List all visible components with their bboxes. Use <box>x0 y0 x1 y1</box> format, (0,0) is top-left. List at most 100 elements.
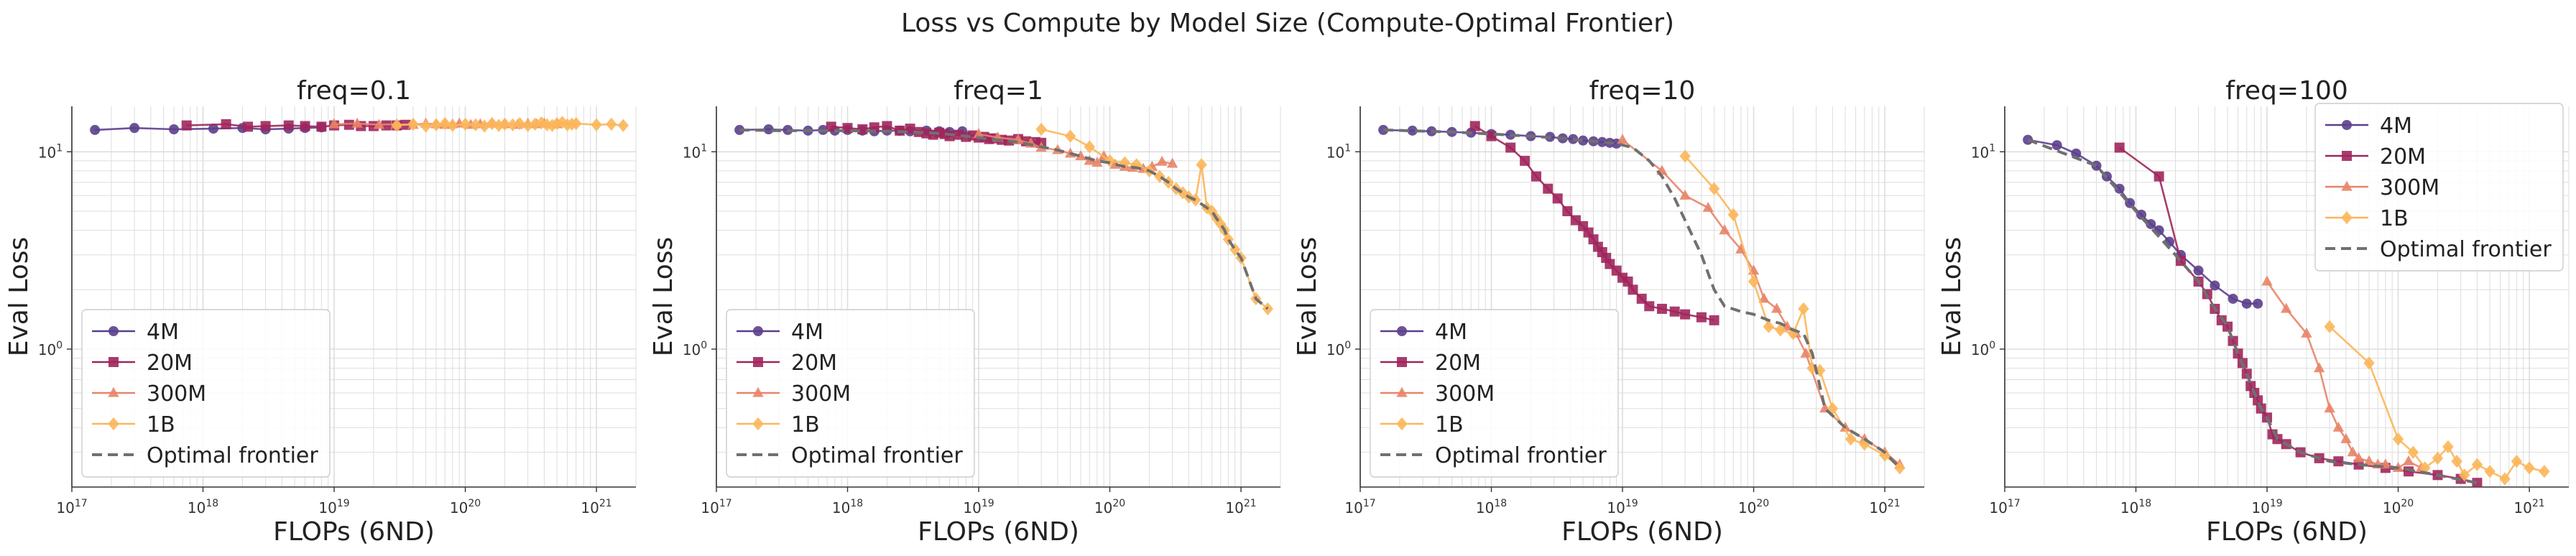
data-point <box>2332 421 2345 432</box>
data-point <box>2114 142 2125 153</box>
data-point <box>221 119 231 129</box>
legend-item-20m: 20M <box>737 351 837 376</box>
data-point <box>1748 274 1760 289</box>
x-tick-label: 1019 <box>2251 498 2282 516</box>
x-tick-label: 1017 <box>1344 498 1375 516</box>
x-axis-label: FLOPs (6ND) <box>918 517 1079 547</box>
legend-marker <box>1396 417 1408 431</box>
data-point <box>546 119 558 132</box>
legend-item-1b: 1B <box>737 412 820 437</box>
data-point <box>2324 402 2335 413</box>
optimal-frontier-line <box>739 128 1269 310</box>
figure-title: Loss vs Compute by Model Size (Compute-O… <box>901 9 1674 38</box>
data-point <box>90 124 101 135</box>
y-tick-label: 101 <box>683 142 707 161</box>
data-point <box>1845 432 1857 446</box>
data-point <box>1597 136 1607 147</box>
series-20m <box>1469 121 1719 325</box>
legend-marker <box>753 326 763 336</box>
chart-panel-2: 1017 1018 1019 1020 1021 100 101 freq=1 FLOPs (6… <box>649 76 1281 547</box>
panel-title: freq=100 <box>2225 76 2348 106</box>
data-point <box>551 116 563 131</box>
plot-area <box>734 121 1274 316</box>
data-point <box>1562 205 1573 216</box>
legend-item-4m: 4M <box>1380 320 1467 345</box>
legend-item-300m: 300M <box>1380 381 1495 407</box>
series-1b <box>391 116 629 133</box>
data-point <box>1505 142 1516 153</box>
data-point <box>2146 218 2156 229</box>
legend-item-20m: 20M <box>92 351 193 376</box>
legend-marker <box>108 386 119 397</box>
data-point <box>2340 432 2352 443</box>
plot-area <box>2023 134 2550 487</box>
legend-label: 1B <box>2380 206 2409 231</box>
legend-box <box>81 309 331 478</box>
data-point <box>2459 468 2470 482</box>
data-point <box>1531 171 1542 182</box>
x-tick-label: 1021 <box>1869 498 1900 516</box>
legend-label: 1B <box>147 412 175 437</box>
data-point <box>973 128 984 139</box>
plot-area <box>90 116 629 135</box>
x-tick-label: 1021 <box>581 498 611 516</box>
legend-label: 1B <box>791 412 820 437</box>
legend-marker <box>1396 386 1408 397</box>
data-point <box>2472 478 2483 487</box>
legend-label: 300M <box>2380 175 2439 200</box>
data-point <box>571 116 582 131</box>
data-point <box>391 119 402 132</box>
legend-item-4m: 4M <box>92 320 179 345</box>
y-axis-label: Eval Loss <box>1293 237 1322 357</box>
data-point <box>1084 140 1095 154</box>
y-tick-label: 100 <box>38 340 63 358</box>
data-point <box>129 123 140 134</box>
optimal-frontier-line <box>1383 128 1901 469</box>
x-tick-label: 1017 <box>56 498 87 516</box>
data-point <box>2524 461 2535 475</box>
panel-title: freq=0.1 <box>297 76 411 106</box>
data-point <box>1702 201 1714 212</box>
series-line <box>1474 125 1714 322</box>
data-point <box>556 116 568 129</box>
legend-item-optimal-frontier: Optimal frontier <box>1380 443 1607 468</box>
legend-marker <box>1397 326 1407 336</box>
data-point <box>1644 301 1655 312</box>
x-tick-label: 1020 <box>450 498 481 516</box>
data-point <box>2114 183 2125 194</box>
data-point <box>1064 129 1076 143</box>
legend-label: 4M <box>2380 113 2412 139</box>
data-point <box>1520 155 1531 166</box>
data-point <box>1771 302 1783 313</box>
data-point <box>343 119 354 130</box>
data-point <box>430 118 442 131</box>
data-point <box>1617 134 1628 144</box>
x-axis-label: FLOPs (6ND) <box>1561 517 1723 547</box>
legend-item-300m: 300M <box>92 381 206 407</box>
data-point <box>2051 140 2062 151</box>
legend-label: Optimal frontier <box>147 443 318 468</box>
x-tick-label: 1018 <box>832 498 863 516</box>
data-point <box>2241 298 2252 309</box>
legend-marker <box>108 417 119 431</box>
data-point <box>2301 327 2312 338</box>
data-point <box>1407 125 1418 136</box>
legend-item-optimal-frontier: Optimal frontier <box>737 443 963 468</box>
legend-item-1b: 1B <box>1380 412 1464 437</box>
data-point <box>351 117 363 128</box>
data-point <box>2407 445 2419 459</box>
legend: 4M 20M 300M 1B Optimal frontier <box>726 309 975 478</box>
data-point <box>541 118 553 131</box>
data-point <box>1091 157 1103 167</box>
x-axis-label: FLOPs (6ND) <box>2206 517 2368 547</box>
data-point <box>1622 276 1633 287</box>
data-point <box>1636 293 1647 304</box>
legend-item-20m: 20M <box>2325 144 2426 170</box>
data-point <box>507 118 519 131</box>
legend-item-optimal-frontier: Optimal frontier <box>92 443 318 468</box>
x-tick-label: 1020 <box>2383 498 2414 516</box>
x-tick-label: 1019 <box>963 498 994 516</box>
data-point <box>2210 280 2220 291</box>
legend-box <box>2314 103 2564 272</box>
